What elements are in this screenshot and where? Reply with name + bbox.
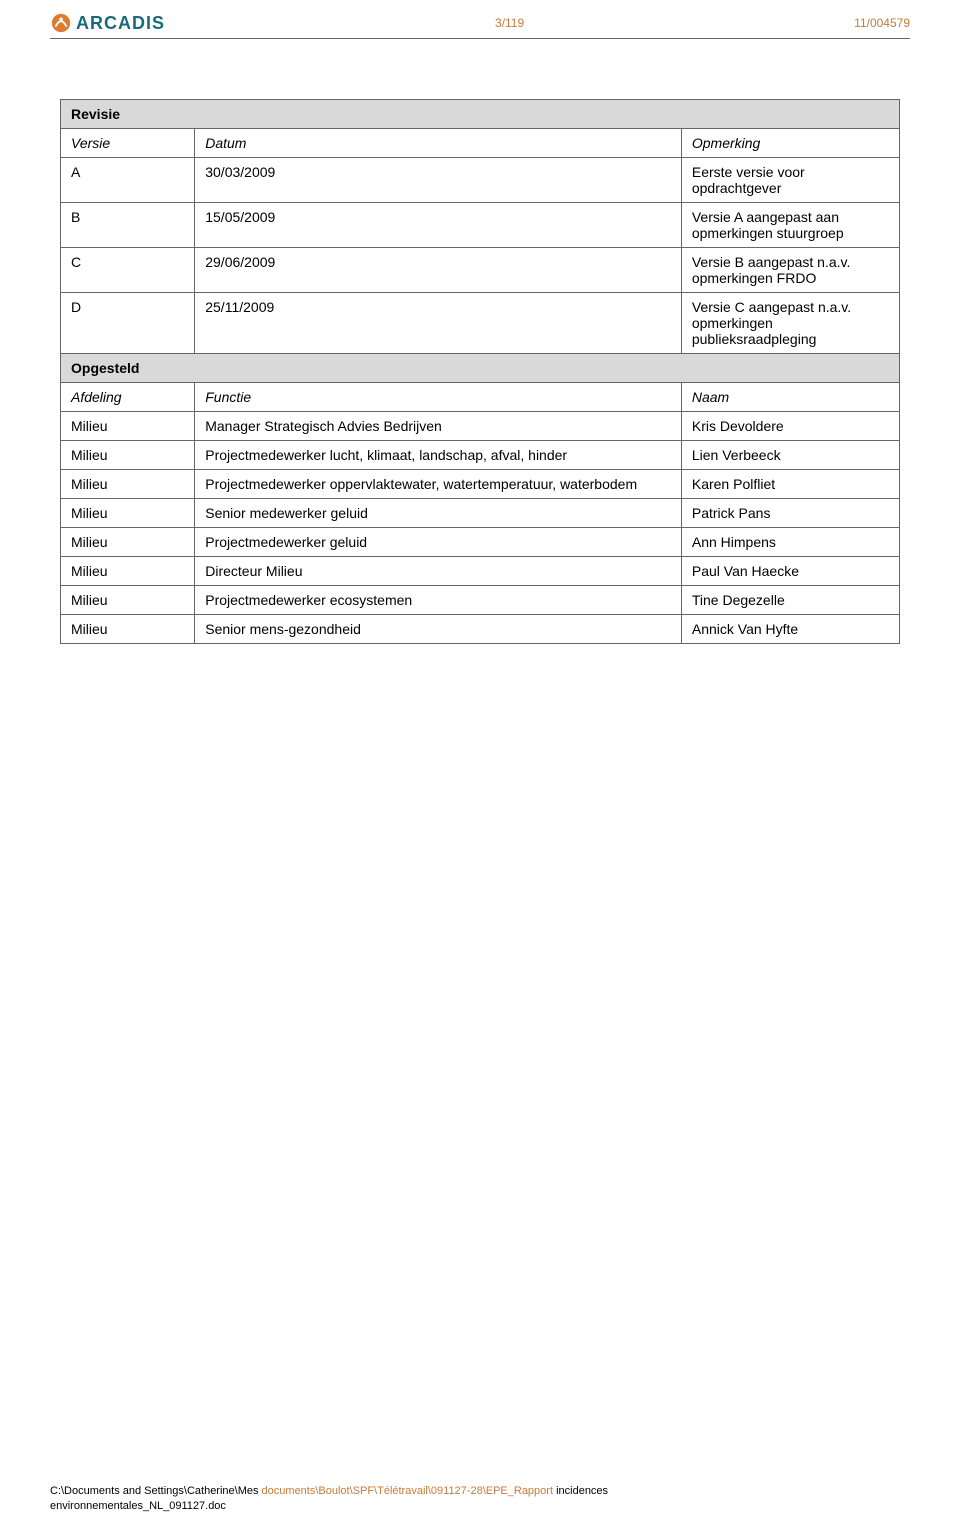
cell: A	[61, 158, 195, 203]
revision-table: Revisie Versie Datum Opmerking A 30/03/2…	[60, 99, 900, 644]
cell: 30/03/2009	[195, 158, 682, 203]
cell: Paul Van Haecke	[681, 557, 899, 586]
page-header: ARCADIS 3/119 11/004579	[0, 0, 960, 38]
col-versie: Versie	[61, 129, 195, 158]
main-content: Revisie Versie Datum Opmerking A 30/03/2…	[0, 99, 960, 644]
cell: Annick Van Hyfte	[681, 615, 899, 644]
cell: 15/05/2009	[195, 203, 682, 248]
cell: Milieu	[61, 557, 195, 586]
cell: Patrick Pans	[681, 499, 899, 528]
cell: Directeur Milieu	[195, 557, 682, 586]
cell: Milieu	[61, 499, 195, 528]
table-row: Milieu Directeur Milieu Paul Van Haecke	[61, 557, 900, 586]
header-divider	[50, 38, 910, 39]
table-section-header: Opgesteld	[61, 354, 900, 383]
footer-path-part: incidences	[556, 1485, 608, 1497]
cell: Versie A aangepast aan opmerkingen stuur…	[681, 203, 899, 248]
table-row: Milieu Projectmedewerker ecosystemen Tin…	[61, 586, 900, 615]
cell: Manager Strategisch Advies Bedrijven	[195, 412, 682, 441]
logo: ARCADIS	[50, 12, 165, 34]
logo-text: ARCADIS	[76, 13, 165, 34]
footer-path-line2: environnementales_NL_091127.doc	[50, 1500, 226, 1512]
cell: Senior mens-gezondheid	[195, 615, 682, 644]
cell: Projectmedewerker lucht, klimaat, landsc…	[195, 441, 682, 470]
col-naam: Naam	[681, 383, 899, 412]
col-datum: Datum	[195, 129, 682, 158]
col-afdeling: Afdeling	[61, 383, 195, 412]
table-row: Milieu Senior medewerker geluid Patrick …	[61, 499, 900, 528]
cell: Milieu	[61, 586, 195, 615]
table-row: Milieu Projectmedewerker lucht, klimaat,…	[61, 441, 900, 470]
table-column-header: Versie Datum Opmerking	[61, 129, 900, 158]
cell: D	[61, 293, 195, 354]
footer-path-part: C:\Documents and Settings\Catherine\Mes	[50, 1485, 262, 1497]
cell: Milieu	[61, 528, 195, 557]
table-row: Milieu Projectmedewerker oppervlaktewate…	[61, 470, 900, 499]
table-row: A 30/03/2009 Eerste versie voor opdracht…	[61, 158, 900, 203]
cell: Senior medewerker geluid	[195, 499, 682, 528]
table-row: Milieu Senior mens-gezondheid Annick Van…	[61, 615, 900, 644]
cell: Tine Degezelle	[681, 586, 899, 615]
cell: B	[61, 203, 195, 248]
cell: 25/11/2009	[195, 293, 682, 354]
table-row: D 25/11/2009 Versie C aangepast n.a.v. o…	[61, 293, 900, 354]
cell: Versie B aangepast n.a.v. opmerkingen FR…	[681, 248, 899, 293]
table-row: B 15/05/2009 Versie A aangepast aan opme…	[61, 203, 900, 248]
table-column-header: Afdeling Functie Naam	[61, 383, 900, 412]
table-row: Milieu Manager Strategisch Advies Bedrij…	[61, 412, 900, 441]
footer-path-orange: documents\Boulot\SPF\Télétravail\091127-…	[262, 1485, 557, 1497]
page-footer: C:\Documents and Settings\Catherine\Mes …	[50, 1484, 910, 1514]
cell: Karen Polfliet	[681, 470, 899, 499]
table-row: C 29/06/2009 Versie B aangepast n.a.v. o…	[61, 248, 900, 293]
cell: 29/06/2009	[195, 248, 682, 293]
cell: Milieu	[61, 441, 195, 470]
cell: Milieu	[61, 470, 195, 499]
cell: Milieu	[61, 615, 195, 644]
cell: C	[61, 248, 195, 293]
doc-reference: 11/004579	[854, 16, 910, 30]
section-title: Opgesteld	[61, 354, 900, 383]
cell: Versie C aangepast n.a.v. opmerkingen pu…	[681, 293, 899, 354]
cell: Milieu	[61, 412, 195, 441]
cell: Ann Himpens	[681, 528, 899, 557]
table-row: Milieu Projectmedewerker geluid Ann Himp…	[61, 528, 900, 557]
col-functie: Functie	[195, 383, 682, 412]
cell: Kris Devoldere	[681, 412, 899, 441]
cell: Eerste versie voor opdrachtgever	[681, 158, 899, 203]
cell: Projectmedewerker ecosystemen	[195, 586, 682, 615]
cell: Projectmedewerker oppervlaktewater, wate…	[195, 470, 682, 499]
table-section-header: Revisie	[61, 100, 900, 129]
cell: Lien Verbeeck	[681, 441, 899, 470]
arcadis-logo-icon	[50, 12, 72, 34]
cell: Projectmedewerker geluid	[195, 528, 682, 557]
page-number: 3/119	[495, 16, 524, 30]
col-opmerking: Opmerking	[681, 129, 899, 158]
section-title: Revisie	[61, 100, 900, 129]
